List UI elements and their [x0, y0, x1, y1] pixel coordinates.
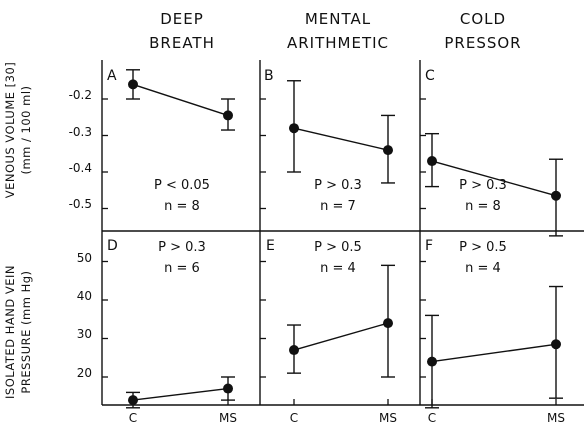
ytick-label-bottom-0: 20 [77, 366, 92, 380]
panel-e-n-value: n = 4 [320, 261, 356, 276]
panel-letter-b: B [264, 68, 274, 84]
panel-letter-c: C [425, 68, 435, 84]
panel-a-p-value: P < 0.05 [154, 178, 210, 193]
panel-a-connector-line [133, 84, 228, 115]
ytick-label-top-0: -0.2 [69, 88, 92, 102]
panel-letter-f: F [425, 238, 433, 254]
panel-a-point-c [128, 79, 138, 89]
column-header-cold-pressor-line2: PRESSOR [444, 34, 521, 52]
ytick-label-bottom-2: 40 [77, 289, 92, 303]
panel-e-p-value: P > 0.5 [314, 240, 362, 255]
xtick-label-ms-col2: MS [379, 411, 397, 425]
panel-b-connector-line [294, 128, 388, 150]
panel-f-connector-line [432, 344, 556, 361]
panel-c-point-c [427, 156, 437, 166]
panel-a-point-ms [223, 110, 233, 120]
xtick-label-c-col1: C [129, 411, 137, 425]
xtick-label-ms-col1: MS [219, 411, 237, 425]
column-header-deep-breath-line2: BREATH [149, 34, 215, 52]
panel-e-connector-line [294, 323, 388, 350]
xtick-label-c-col3: C [428, 411, 436, 425]
panel-c-point-ms [551, 191, 561, 201]
panel-d-connector-line [133, 389, 228, 401]
ytick-label-top-1: -0.3 [69, 125, 92, 139]
panel-f-point-c [427, 357, 437, 367]
panel-f-n-value: n = 4 [465, 261, 501, 276]
column-header-cold-pressor-line1: COLD [460, 10, 506, 28]
column-header-deep-breath-line1: DEEP [160, 10, 204, 28]
y-label-hand-vein-line2: PRESSURE (mm Hg) [19, 270, 33, 393]
panel-letter-a: A [107, 68, 117, 84]
ytick-label-top-3: -0.5 [69, 197, 92, 211]
column-header-mental-arithmetic-line1: MENTAL [305, 10, 371, 28]
panel-f-point-ms [551, 339, 561, 349]
panel-letter-e: E [266, 238, 275, 254]
ytick-label-bottom-1: 30 [77, 327, 92, 341]
panel-b-n-value: n = 7 [320, 199, 356, 214]
y-label-venous-volume-line1: VENOUS VOLUME [30] [3, 62, 17, 199]
panel-b-point-ms [383, 145, 393, 155]
y-label-hand-vein-line1: ISOLATED HAND VEIN [3, 265, 17, 399]
ytick-label-top-2: -0.4 [69, 161, 92, 175]
panel-d-p-value: P > 0.3 [158, 240, 206, 255]
column-header-mental-arithmetic-line2: ARITHMETIC [287, 34, 389, 52]
panel-d-point-ms [223, 384, 233, 394]
panel-d-point-c [128, 395, 138, 405]
panel-b-p-value: P > 0.3 [314, 178, 362, 193]
xtick-label-ms-col3: MS [547, 411, 565, 425]
panel-e-point-c [289, 345, 299, 355]
ytick-label-bottom-3: 50 [77, 251, 92, 265]
panel-a-n-value: n = 8 [164, 199, 200, 214]
xtick-label-c-col2: C [290, 411, 298, 425]
panel-d-n-value: n = 6 [164, 261, 200, 276]
panel-c-n-value: n = 8 [465, 199, 501, 214]
panel-e-point-ms [383, 318, 393, 328]
panel-f-p-value: P > 0.5 [459, 240, 507, 255]
panel-letter-d: D [107, 238, 118, 254]
y-label-venous-volume-line2: (mm / 100 ml) [19, 85, 33, 174]
panel-b-point-c [289, 123, 299, 133]
